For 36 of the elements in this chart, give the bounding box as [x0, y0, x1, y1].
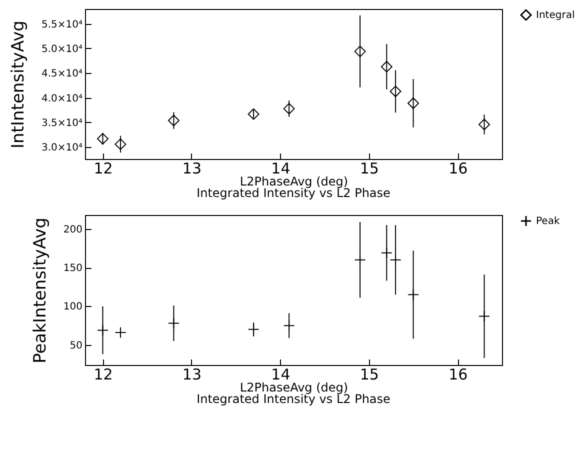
- point: [168, 114, 180, 126]
- legend-label: Peak: [536, 216, 560, 227]
- x-axis-title: L2PhaseAvg (deg): [240, 174, 348, 188]
- y-tick-label: 3.5×10⁴: [41, 118, 82, 129]
- legend-label: Integral: [536, 10, 575, 21]
- point: [408, 98, 420, 109]
- x-tick-label: 12: [94, 366, 113, 384]
- y-tick-label: 50: [70, 340, 82, 352]
- x-axis-title: L2PhaseAvg (deg): [240, 380, 348, 394]
- point: [114, 138, 126, 150]
- x-tick-label: 16: [448, 160, 468, 178]
- x-tick-label: 14: [271, 160, 290, 178]
- y-tick-label: 3.0×10⁴: [41, 142, 82, 154]
- point: [97, 133, 108, 145]
- x-tick-label: 12: [94, 160, 113, 178]
- y-tick-label: 4.5×10⁴: [41, 68, 82, 80]
- y-tick-label: 200: [63, 224, 82, 236]
- point: [380, 60, 392, 72]
- y-axis-title: IntIntensityAvg: [8, 20, 28, 148]
- point: [478, 118, 490, 130]
- y-tick-label: 4.0×10⁴: [41, 93, 82, 104]
- y-tick-label: 100: [63, 302, 82, 313]
- y-tick-label: 5.5×10⁴: [41, 19, 82, 30]
- point: [354, 46, 366, 58]
- point: [248, 108, 260, 120]
- x-tick-label: 13: [182, 160, 202, 178]
- y-axis-title: PeakIntensityAvg: [30, 218, 50, 364]
- x-tick-label: 16: [448, 366, 468, 384]
- y-tick-label: 150: [63, 263, 82, 274]
- point: [283, 102, 295, 114]
- x-tick-label: 13: [182, 366, 202, 384]
- x-tick-label: 14: [271, 366, 290, 384]
- y-tick-label: 5.0×10⁴: [41, 44, 82, 55]
- point: [390, 86, 402, 98]
- x-tick-label: 15: [360, 160, 379, 178]
- x-tick-label: 15: [360, 366, 379, 384]
